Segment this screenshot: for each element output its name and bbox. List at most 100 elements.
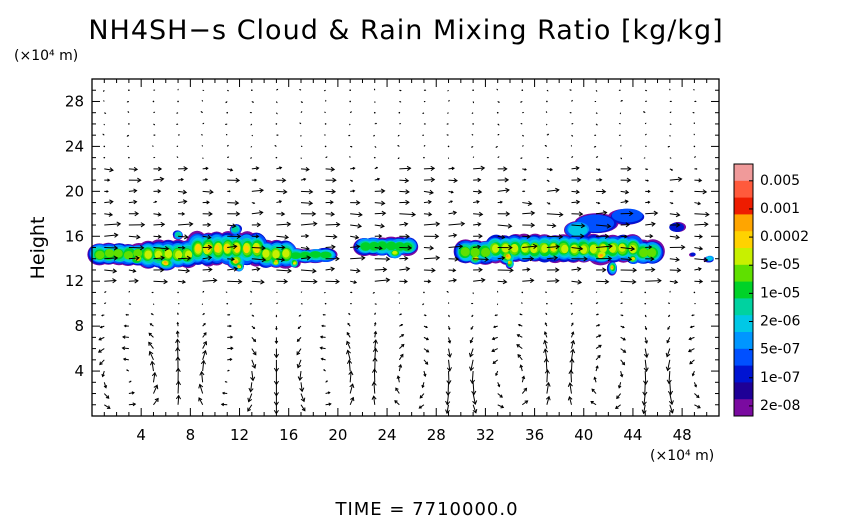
- wind-vector-head: [480, 277, 486, 283]
- cloud-blob: [508, 262, 511, 265]
- wind-vector: [620, 336, 626, 341]
- wind-vector: [645, 100, 648, 102]
- wind-vector-head: [630, 246, 636, 252]
- wind-vector: [596, 256, 613, 262]
- wind-vector: [251, 279, 265, 285]
- cloud-blob: [195, 244, 201, 252]
- wind-vector-shaft: [470, 337, 474, 343]
- wind-vector: [276, 134, 279, 136]
- wind-vector: [693, 382, 698, 388]
- wind-vector-shaft: [153, 247, 169, 250]
- cloud-blob: [174, 232, 181, 237]
- wind-vector-head: [303, 177, 307, 181]
- wind-vector-shaft: [473, 201, 480, 204]
- wind-vector-shaft: [374, 212, 386, 215]
- wind-vector: [471, 314, 474, 318]
- wind-vector: [620, 348, 627, 353]
- wind-vector-shaft: [300, 202, 313, 204]
- wind-vector-head: [641, 401, 647, 406]
- wind-vector: [645, 89, 648, 92]
- wind-vector: [596, 178, 603, 182]
- wind-vector: [546, 100, 548, 103]
- wind-vector: [224, 123, 228, 126]
- wind-vector-shaft: [349, 371, 352, 383]
- wind-vector-head: [228, 190, 231, 193]
- wind-vector-head: [575, 166, 580, 171]
- wind-vector: [496, 88, 499, 91]
- wind-vector: [148, 350, 154, 361]
- y-tick-label: 20: [65, 182, 84, 200]
- wind-vector: [694, 167, 698, 170]
- wind-vector-head: [530, 210, 536, 216]
- cloud-mixing-ratio-layer: [87, 208, 714, 276]
- wind-vector-shaft: [104, 404, 111, 409]
- wind-vector: [544, 291, 548, 293]
- wind-vector-shaft: [349, 397, 354, 405]
- wind-vector: [473, 222, 482, 227]
- colorbar-swatch: [734, 231, 753, 249]
- wind-vector-shaft: [669, 258, 680, 261]
- wind-vector: [202, 222, 212, 228]
- wind-vector: [422, 112, 425, 115]
- wind-vector-head: [570, 348, 576, 354]
- wind-vector-head: [445, 391, 451, 396]
- wind-vector: [300, 279, 318, 285]
- cloud-blob: [123, 251, 134, 260]
- wind-vector: [150, 313, 154, 316]
- wind-vector-head: [545, 381, 551, 387]
- wind-vector-shaft: [374, 268, 387, 271]
- wind-vector: [423, 145, 426, 147]
- wind-vector-head: [350, 291, 353, 294]
- wind-vector: [446, 123, 449, 125]
- wind-vector: [128, 222, 146, 228]
- wind-vector-head: [405, 189, 410, 195]
- wind-vector-shaft: [620, 370, 623, 377]
- wind-vector-head: [519, 364, 524, 368]
- wind-vector: [423, 212, 433, 217]
- wind-vector-head: [200, 111, 203, 113]
- wind-vector: [521, 89, 524, 92]
- wind-vector: [177, 177, 184, 182]
- wind-vector-head: [198, 397, 203, 402]
- wind-vector-head: [472, 400, 478, 406]
- wind-vector: [300, 166, 310, 172]
- wind-vector-head: [347, 322, 350, 326]
- wind-vector: [251, 325, 256, 330]
- wind-vector-head: [306, 255, 312, 261]
- wind-vector: [104, 221, 122, 227]
- wind-vector-head: [308, 200, 314, 206]
- wind-vector-head: [236, 233, 242, 240]
- wind-vector-head: [348, 312, 350, 315]
- wind-vector-shaft: [546, 246, 560, 248]
- wind-vector: [202, 290, 205, 293]
- wind-vector-head: [508, 245, 513, 251]
- wind-vector-head: [624, 234, 628, 239]
- wind-vector: [128, 255, 140, 261]
- wind-vector-head: [427, 279, 432, 284]
- wind-vector-head: [517, 323, 521, 327]
- wind-vector-head: [233, 266, 239, 272]
- wind-vector-shaft: [247, 404, 253, 412]
- wind-vector: [123, 324, 129, 328]
- wind-vector-shaft: [497, 404, 504, 408]
- wind-vector: [644, 314, 647, 318]
- cloud-blob: [234, 260, 238, 264]
- x-tick-label: 16: [279, 426, 298, 444]
- cloud-blob: [460, 247, 470, 257]
- wind-vector: [126, 134, 130, 137]
- wind-vector: [571, 223, 586, 229]
- wind-vector-shaft: [128, 190, 137, 192]
- wind-vector-head: [296, 338, 300, 342]
- wind-vector-head: [372, 292, 375, 294]
- wind-vector-shaft: [374, 279, 390, 282]
- wind-vector: [399, 100, 402, 103]
- wind-vector: [128, 166, 139, 172]
- wind-vector-shaft: [473, 167, 485, 170]
- cloud-blob: [505, 254, 509, 258]
- wind-vector-shaft: [645, 212, 658, 215]
- wind-vector-head: [135, 255, 140, 261]
- wind-vector-shaft: [616, 393, 622, 399]
- wind-vector-head: [349, 383, 355, 389]
- wind-vector-shaft: [694, 258, 708, 261]
- wind-vector: [448, 278, 458, 283]
